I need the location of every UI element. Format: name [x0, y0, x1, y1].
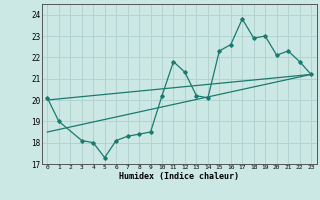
X-axis label: Humidex (Indice chaleur): Humidex (Indice chaleur): [119, 172, 239, 181]
